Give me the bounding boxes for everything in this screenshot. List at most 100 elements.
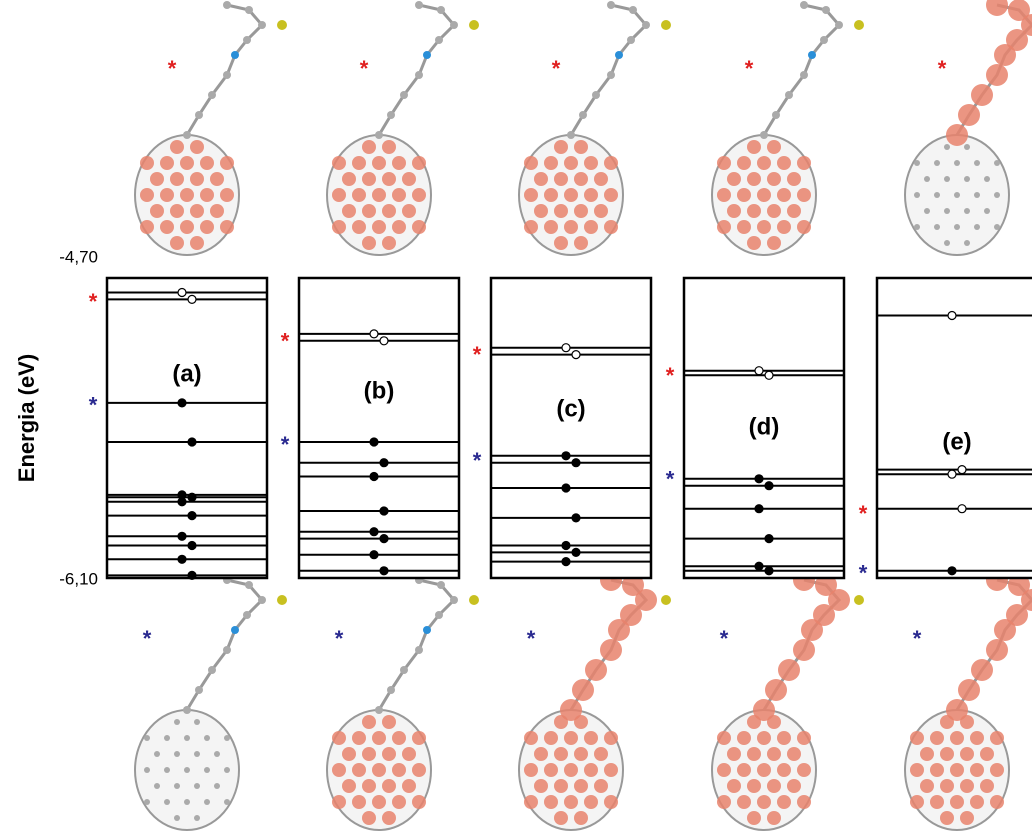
cage-atom <box>777 795 791 809</box>
chain-atom <box>450 21 458 29</box>
cage-atom <box>984 208 990 214</box>
cage-atom <box>224 799 230 805</box>
orbital-lobe <box>958 104 980 126</box>
cage-atom <box>564 220 578 234</box>
cage-atom <box>717 763 731 777</box>
sulfur-atom <box>854 595 864 605</box>
cage-atom <box>584 763 598 777</box>
chain-atom <box>415 71 423 79</box>
chain-atom <box>567 131 575 139</box>
cage-atom <box>584 156 598 170</box>
cage-atom <box>797 795 811 809</box>
occupation-dot <box>948 470 956 478</box>
cage-atom <box>974 192 980 198</box>
occupation-dot <box>380 535 388 543</box>
cage-atom <box>194 815 200 821</box>
chain-atom <box>835 21 843 29</box>
level-panel <box>107 278 267 578</box>
cage-atom <box>332 731 346 745</box>
occupation-dot <box>562 452 570 460</box>
molecule-star: * <box>913 626 922 651</box>
cage-atom <box>554 172 568 186</box>
cage-atom <box>930 731 944 745</box>
cage-atom <box>944 176 950 182</box>
cage-atom <box>797 763 811 777</box>
cage-atom <box>920 747 934 761</box>
cage-atom <box>180 156 194 170</box>
cage-atom <box>164 767 170 773</box>
cage-atom <box>174 719 180 725</box>
cage-atom <box>737 763 751 777</box>
cage-atom <box>797 188 811 202</box>
occupation-dot <box>755 562 763 570</box>
level-panel <box>491 278 651 578</box>
cage-atom <box>544 188 558 202</box>
occupation-dot <box>380 567 388 575</box>
cage-atom <box>970 795 984 809</box>
cage-atom <box>574 747 588 761</box>
cage-atom <box>382 140 396 154</box>
cage-atom <box>974 224 980 230</box>
chain-atom <box>772 111 780 119</box>
cage-atom <box>767 204 781 218</box>
chain-atom <box>760 131 768 139</box>
cage-atom <box>184 767 190 773</box>
occupation-dot <box>572 514 580 522</box>
cage-atom <box>180 220 194 234</box>
orbital-lobe <box>946 699 968 721</box>
occupation-dot <box>958 466 966 474</box>
cage-atom <box>224 735 230 741</box>
orbital-lobe <box>1008 0 1030 21</box>
cage-atom <box>920 779 934 793</box>
cage-atom <box>717 731 731 745</box>
cage-atom <box>564 795 578 809</box>
cage-atom <box>554 204 568 218</box>
cage-atom <box>210 172 224 186</box>
cage-atom <box>204 767 210 773</box>
cage-atom <box>214 751 220 757</box>
molecule-star: * <box>938 56 947 81</box>
molecule-image: * <box>135 1 287 255</box>
chain-atom <box>195 686 203 694</box>
occupation-dot <box>188 438 196 446</box>
cage-atom <box>392 188 406 202</box>
cage-atom <box>154 783 160 789</box>
occupation-dot <box>765 482 773 490</box>
cage-atom <box>980 779 994 793</box>
cage-atom <box>362 140 376 154</box>
cage-atom <box>950 731 964 745</box>
occupation-dot <box>765 535 773 543</box>
cage-atom <box>194 719 200 725</box>
cage-atom <box>412 220 426 234</box>
cage-atom <box>372 188 386 202</box>
level-star: * <box>473 342 482 367</box>
cage-atom <box>160 188 174 202</box>
cage-atom <box>604 763 618 777</box>
occupation-dot <box>188 493 196 501</box>
cage-atom <box>964 176 970 182</box>
orbital-lobe <box>971 659 993 681</box>
molecule-image: * <box>905 0 1032 255</box>
cage-atom <box>544 731 558 745</box>
orbital-lobe <box>986 639 1008 661</box>
occupation-dot <box>178 289 186 297</box>
cage-atom <box>332 795 346 809</box>
cage-atom <box>362 747 376 761</box>
cage-atom <box>767 811 781 825</box>
cage-atom <box>534 204 548 218</box>
occupation-dot <box>380 459 388 467</box>
cage-atom <box>747 204 761 218</box>
cage-atom <box>160 220 174 234</box>
cage-atom <box>544 795 558 809</box>
cage-atom <box>910 795 924 809</box>
cage-atom <box>777 188 791 202</box>
cage-atom <box>757 731 771 745</box>
chain-atom <box>258 21 266 29</box>
cage-atom <box>767 747 781 761</box>
cage-atom <box>154 751 160 757</box>
occupation-dot <box>572 459 580 467</box>
molecule-star: * <box>552 56 561 81</box>
chain-atom <box>579 111 587 119</box>
chain-atom <box>183 706 191 714</box>
chain-atom <box>435 611 443 619</box>
